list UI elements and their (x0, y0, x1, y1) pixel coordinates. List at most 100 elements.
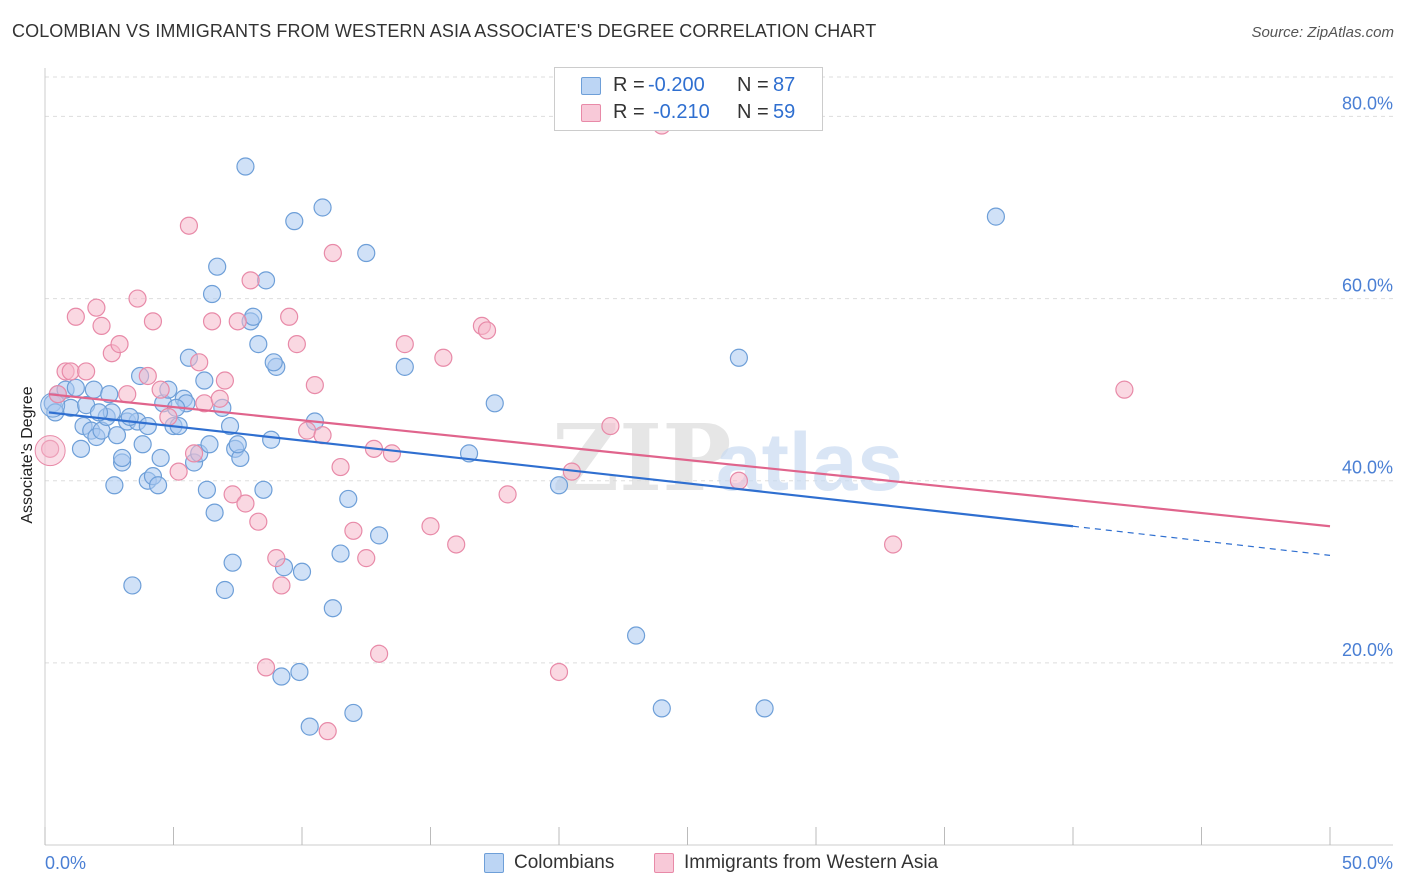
colombians-point (228, 435, 247, 454)
immigrants-point (272, 576, 291, 595)
immigrants-point (318, 722, 337, 741)
colombians-point (71, 439, 91, 458)
colombians-point (151, 448, 170, 468)
x-tick-label-min: 0.0% (45, 853, 86, 873)
colombians-point (331, 544, 350, 563)
r-label: R = (613, 74, 645, 96)
immigrants-point (421, 517, 440, 536)
n-value-colombians: 87 (773, 74, 796, 96)
legend-swatch-pink (581, 104, 601, 122)
y-tick-label: 20.0% (1342, 640, 1393, 660)
n-label: N = (737, 101, 769, 123)
immigrants-point (190, 353, 209, 372)
immigrants-point (357, 549, 376, 568)
immigrants-point (267, 549, 286, 568)
bottom-legend-swatch-blue (484, 853, 504, 873)
bottom-legend-label-colombians: Colombians (514, 852, 615, 873)
immigrants-point (169, 462, 188, 481)
colombians-point (123, 576, 142, 595)
colombians-point (107, 426, 127, 445)
colombians-point (112, 448, 132, 468)
immigrants-point (287, 335, 306, 354)
colombians-point (626, 626, 646, 645)
immigrants-point (179, 216, 199, 235)
immigrants-point (241, 271, 260, 290)
colombians-point (652, 699, 671, 718)
colombians-point (339, 489, 358, 509)
tick-labels: 20.0% 40.0% 60.0% 80.0% 0.0% 50.0% (45, 93, 1393, 873)
immigrants-point (323, 243, 342, 263)
immigrants-point (215, 371, 234, 390)
immigrants-point (184, 444, 204, 463)
immigrants-trend-line (48, 393, 1331, 528)
colombians-point (549, 476, 569, 495)
immigrants-point (729, 471, 749, 490)
colombians-point (105, 476, 124, 495)
colombians-point (344, 703, 363, 723)
immigrants-point (151, 380, 170, 399)
colombians-point (244, 307, 263, 326)
immigrants-point (41, 439, 60, 458)
bottom-legend-label-immigrants: Immigrants from Western Asia (684, 852, 939, 873)
colombians-point (215, 580, 234, 600)
legend-swatch-blue (581, 77, 601, 95)
colombians-point (395, 357, 414, 376)
legend-row-immigrants: R = -0.210 N = 59 (555, 100, 822, 126)
immigrants-point (228, 312, 247, 331)
trend-lines (48, 393, 1331, 556)
colombians-point (485, 394, 504, 413)
immigrants-point (601, 416, 620, 436)
immigrants-point (434, 348, 453, 367)
r-value-immigrants: -0.210 (653, 101, 710, 123)
colombians-point (272, 667, 291, 686)
immigrants-point (883, 535, 903, 554)
n-label: N = (737, 74, 769, 96)
immigrants-point (280, 307, 299, 326)
immigrants-point (66, 307, 85, 326)
source-label: Source: ZipAtlas.com (1251, 24, 1394, 41)
immigrants-point (159, 407, 178, 427)
colombians-point (986, 207, 1006, 226)
colombians-point (138, 416, 157, 436)
colombians-point (84, 380, 103, 399)
immigrants-point (382, 444, 402, 463)
colombians-point (300, 717, 319, 736)
immigrants-point (298, 421, 317, 440)
colombians-point (220, 416, 240, 436)
immigrants-point (77, 362, 96, 381)
immigrants-point (61, 362, 80, 381)
colombians-point (205, 503, 224, 522)
colombians-point (256, 271, 276, 290)
colombians-trend-extension (1072, 525, 1331, 556)
colombians-point (236, 157, 255, 176)
immigrants-point (370, 644, 389, 663)
watermark-atlas: atlas (716, 417, 903, 508)
colombians-point (290, 662, 309, 682)
immigrants-point (249, 512, 268, 531)
immigrants-point (395, 335, 414, 354)
colombians-point (370, 526, 389, 545)
colombians-point (292, 562, 312, 581)
colombians-point (202, 284, 222, 304)
axes (44, 68, 1393, 846)
colombians-point (254, 480, 273, 499)
colombians-point (197, 480, 217, 499)
y-tick-label: 60.0% (1342, 276, 1393, 296)
immigrants-point (447, 535, 466, 554)
watermark-zip: ZIP (552, 404, 731, 512)
chart-title: COLOMBIAN VS IMMIGRANTS FROM WESTERN ASI… (12, 21, 877, 41)
colombians-point (262, 430, 281, 449)
r-value-colombians: -0.200 (648, 74, 705, 96)
colombians-point (200, 435, 219, 454)
n-value-immigrants: 59 (773, 101, 796, 123)
immigrants-point (498, 485, 517, 504)
immigrants-point (92, 316, 111, 335)
r-label: R = (613, 101, 645, 123)
legend-row-colombians: R = -0.200 N = 87 (555, 73, 822, 99)
colombians-point (249, 335, 268, 354)
colombians-point (223, 553, 242, 572)
colombians-point (66, 378, 85, 397)
immigrants-point (143, 312, 163, 331)
immigrants-point (110, 335, 129, 354)
immigrants-point (118, 385, 137, 404)
